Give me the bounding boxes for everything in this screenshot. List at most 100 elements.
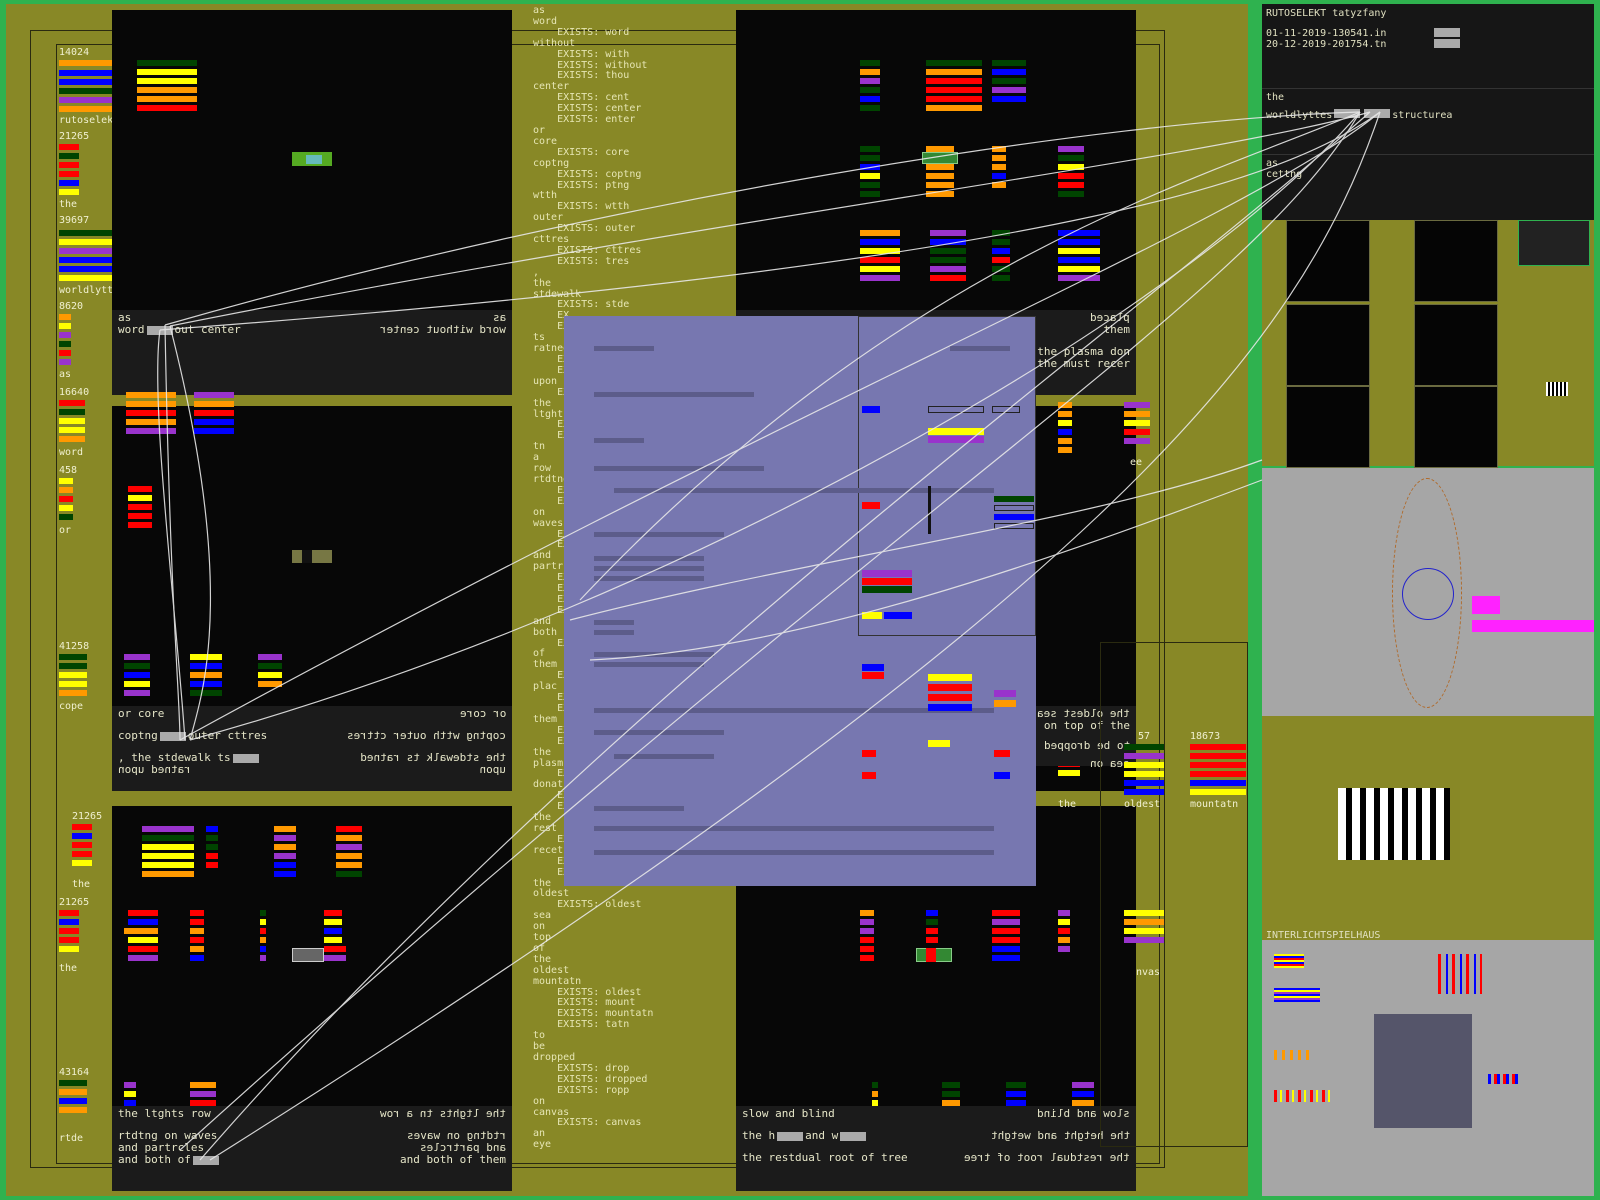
exists-line: EXISTS: coptng <box>533 168 642 180</box>
caption-left: and both of <box>118 1153 191 1166</box>
caption-left: word <box>118 323 145 336</box>
highlight-chip[interactable] <box>777 1131 804 1141</box>
highlight-chip[interactable] <box>232 753 259 763</box>
exists-line: EXISTS: cent <box>533 92 630 104</box>
panel-as-word[interactable]: as as word out center word without center <box>112 10 512 395</box>
thumbnail[interactable] <box>1414 386 1498 468</box>
caption-mirror: or core <box>459 707 506 720</box>
info-panel: RUTOSELEKT tatyzfany 01-11-2019-130541.i… <box>1262 4 1594 220</box>
count-num: 43164 <box>59 1067 90 1078</box>
exists-line: or <box>533 124 546 136</box>
panel-the-lights[interactable]: the ltghts row the ltghts tn a row rtdtn… <box>112 806 512 1191</box>
exists-line: word <box>533 15 558 27</box>
highlight-chip[interactable] <box>146 325 173 335</box>
exists-line: on <box>533 1095 546 1107</box>
highlight-chip[interactable] <box>1334 109 1361 118</box>
count-num: 21265 <box>72 811 103 822</box>
query-token: worldlyttes <box>1266 110 1333 121</box>
exists-line: EXISTS: word <box>533 26 630 38</box>
count-num: 41258 <box>59 641 90 652</box>
caption-mirror: ratned upon <box>118 763 191 776</box>
exists-line: eye <box>533 1139 552 1151</box>
exists-line: EXISTS: with <box>533 48 630 60</box>
caption-right: the must recer <box>1037 357 1130 370</box>
caption-left: the ltghts <box>118 1107 185 1120</box>
highlight-chip[interactable] <box>840 1131 867 1141</box>
panel-or-core[interactable]: or core or core coptng outer cttres coptn… <box>112 392 512 791</box>
thumbnail-grid <box>1262 220 1594 468</box>
exists-line: mountatn <box>533 975 582 987</box>
exists-line: EXISTS: oldest <box>533 899 642 911</box>
caption-left: as <box>118 311 132 324</box>
count-num: 16640 <box>59 387 90 398</box>
exists-line: the <box>533 277 552 289</box>
caption-left: coptng <box>118 729 158 742</box>
exists-line: EXISTS: canvas <box>533 1117 642 1129</box>
thumbnail[interactable] <box>1414 220 1498 302</box>
exists-line: EXISTS: enter <box>533 114 636 126</box>
exists-line: EXISTS: without <box>533 59 648 71</box>
count-word: the <box>59 199 78 210</box>
count-word: or <box>59 525 72 536</box>
caption: slow and blind slow and blind the h and w… <box>736 1106 1136 1191</box>
query-line: the <box>1266 92 1285 103</box>
exists-line: EXISTS: ptng <box>533 179 630 191</box>
caption-left: slow and blind <box>742 1107 835 1120</box>
overlay-dialog[interactable] <box>564 316 1036 886</box>
caption-left: or core <box>118 707 165 720</box>
caption-mirror: the restdual root of tree <box>964 1151 1130 1164</box>
count-word: word <box>59 447 84 458</box>
stripe-pattern <box>1338 788 1450 860</box>
exists-line: EXISTS: thou <box>533 70 630 82</box>
sketch-view[interactable] <box>1262 468 1594 716</box>
exists-line: as <box>533 6 546 16</box>
caption-mirror: coptng wtth outer cttres <box>347 729 506 742</box>
exists-line: , <box>533 266 540 278</box>
count-word: rtde <box>59 1133 84 1144</box>
count-num: 14024 <box>59 47 90 58</box>
count-word: ee <box>1130 457 1143 468</box>
exists-line: to <box>533 1030 546 1042</box>
exists-line: without <box>533 37 576 49</box>
exists-line: coptng <box>533 157 570 169</box>
highlight-chip[interactable] <box>192 1155 219 1165</box>
exists-line: of <box>533 942 546 954</box>
count-word: cope <box>59 701 84 712</box>
exists-line: EXISTS: ropp <box>533 1084 630 1096</box>
exists-line: an <box>533 1128 546 1140</box>
thumbnail[interactable] <box>1286 386 1370 468</box>
file-entry[interactable]: 01-11-2019-130541.in <box>1266 28 1387 39</box>
count-num: 8620 <box>59 301 84 312</box>
file-entry[interactable]: 20-12-2019-201754.tn <box>1266 39 1387 50</box>
highlight-chip[interactable] <box>159 731 186 741</box>
count-word: worldlyttes <box>59 285 126 296</box>
exists-line: EXISTS: tatn <box>533 1019 630 1031</box>
exists-line: on <box>533 921 546 933</box>
caption: the ltghts row the ltghts tn a row rtdtn… <box>112 1106 512 1191</box>
count-word: the <box>72 879 91 890</box>
exists-line: EXISTS: tres <box>533 255 630 267</box>
caption-left: the restdual root of tree <box>742 1151 908 1164</box>
count-word: the <box>59 963 78 974</box>
exists-line: sea <box>533 910 552 922</box>
exists-line: EXISTS: center <box>533 103 642 115</box>
caption-mid: row <box>190 1107 211 1120</box>
query-token: structurea <box>1392 110 1453 121</box>
caption-mirror: and partrcles <box>419 1141 506 1154</box>
count-word: the <box>1058 799 1077 810</box>
caption-left: the h <box>742 1129 776 1142</box>
thumbnail[interactable] <box>1286 304 1370 386</box>
thumbnail[interactable] <box>1414 304 1498 386</box>
mini-token: as <box>1266 158 1279 169</box>
highlight-chip[interactable] <box>1364 109 1391 118</box>
mini-map[interactable] <box>1262 940 1594 1196</box>
caption: as as word out center word without center <box>112 310 512 395</box>
count-num: 21265 <box>59 131 90 142</box>
caption-right: them <box>1103 323 1131 336</box>
thumbnail[interactable] <box>1286 220 1370 302</box>
caption-mid: out center <box>174 323 241 336</box>
count-num: 458 <box>59 465 78 476</box>
count-num: 39697 <box>59 215 90 226</box>
caption-mirror: the stdewalk ts ratned upon <box>360 751 506 776</box>
mini-token: cettng <box>1266 169 1303 180</box>
